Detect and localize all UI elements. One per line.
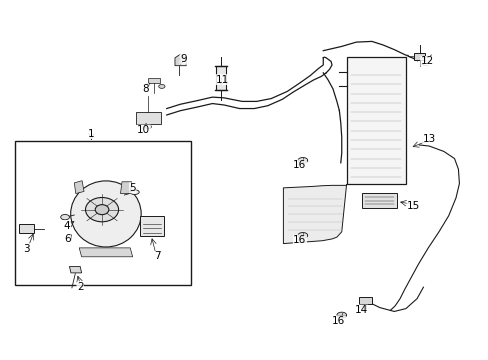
Bar [140, 216, 163, 237]
Ellipse shape [95, 204, 109, 215]
Polygon shape [74, 181, 84, 194]
Ellipse shape [130, 190, 139, 194]
Bar [216, 66, 225, 90]
Polygon shape [283, 184, 346, 244]
Polygon shape [79, 248, 132, 257]
Text: 16: 16 [331, 316, 345, 326]
Polygon shape [120, 182, 131, 194]
Polygon shape [413, 53, 425, 60]
Ellipse shape [297, 157, 307, 163]
Ellipse shape [336, 312, 346, 318]
Ellipse shape [159, 85, 164, 88]
Bar [346, 58, 405, 184]
Polygon shape [175, 54, 186, 66]
Ellipse shape [85, 198, 118, 222]
Ellipse shape [145, 125, 151, 129]
Text: 14: 14 [354, 305, 367, 315]
Text: 1: 1 [88, 129, 95, 139]
Bar [359, 297, 371, 304]
Bar [19, 224, 34, 233]
Text: 2: 2 [77, 282, 83, 292]
Text: 7: 7 [153, 251, 160, 261]
Text: 10: 10 [137, 125, 150, 135]
Polygon shape [69, 266, 81, 273]
Text: 15: 15 [406, 201, 420, 211]
Polygon shape [148, 78, 160, 83]
Ellipse shape [71, 181, 141, 247]
Bar [362, 193, 396, 208]
Bar [135, 112, 161, 123]
Text: 16: 16 [293, 160, 306, 170]
Ellipse shape [61, 215, 69, 220]
Text: 12: 12 [420, 57, 433, 66]
Text: 6: 6 [64, 234, 71, 244]
Text: 8: 8 [142, 84, 148, 94]
Bar [15, 141, 191, 285]
Text: 11: 11 [215, 75, 228, 85]
Text: 16: 16 [293, 235, 306, 245]
Ellipse shape [297, 233, 307, 238]
Text: 3: 3 [23, 244, 30, 253]
Text: 13: 13 [422, 134, 435, 144]
Text: 5: 5 [129, 183, 136, 193]
Text: 9: 9 [180, 54, 186, 64]
Text: 4: 4 [63, 221, 70, 231]
